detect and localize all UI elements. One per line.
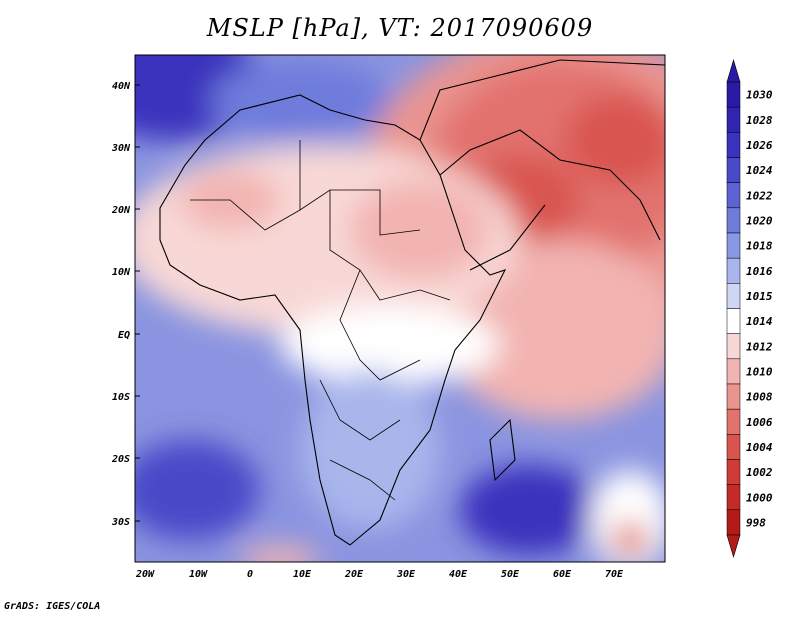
- lat-label: 10N: [112, 267, 131, 278]
- lon-label: 60E: [553, 569, 572, 580]
- colorbar-label: 1028: [746, 114, 773, 127]
- colorbar-label: 1000: [746, 491, 773, 504]
- colorbar-label: 1004: [746, 441, 773, 454]
- colorbar-swatch: [726, 283, 741, 309]
- credit-label: GrADS: IGES/COLA: [4, 601, 101, 612]
- colorbar-swatch: [726, 132, 741, 158]
- lat-label: 20N: [111, 205, 131, 216]
- colorbar-swatch: [726, 358, 741, 385]
- colorbar-swatch: [726, 509, 741, 536]
- colorbar: 1030 1028 1026 1024 1022 1020 1018 1016 1015 1014…: [726, 58, 773, 559]
- colorbar-label: 1006: [746, 416, 773, 429]
- map-title: MSLP [hPa], VT: 2017090609: [206, 14, 594, 42]
- colorbar-label: 1014: [746, 315, 773, 328]
- colorbar-swatch: [726, 257, 741, 284]
- coastlines: [159, 59, 665, 546]
- lon-label: 50E: [501, 569, 520, 580]
- colorbar-label: 1002: [746, 466, 773, 479]
- lon-label: 10E: [293, 569, 312, 580]
- colorbar-label: 1015: [746, 290, 773, 303]
- lat-label: 30N: [111, 143, 131, 154]
- lon-label: 10W: [189, 569, 208, 580]
- plot-frame: [134, 54, 666, 563]
- lon-label: 30E: [396, 569, 416, 580]
- colorbar-label: 1020: [746, 214, 773, 227]
- colorbar-label: 1026: [746, 139, 773, 152]
- colorbar-label: 1018: [746, 240, 773, 253]
- colorbar-label: 1022: [746, 189, 773, 202]
- colorbar-label: 1016: [746, 265, 773, 278]
- colorbar-swatch: [726, 81, 741, 108]
- lat-label: EQ: [118, 330, 130, 341]
- colorbar-swatch: [726, 408, 741, 435]
- colorbar-swatch: [726, 434, 741, 460]
- colorbar-label: 1024: [746, 164, 773, 177]
- colorbar-label: 1008: [746, 391, 773, 404]
- lon-label: 20W: [135, 569, 155, 580]
- lon-label: 70E: [605, 569, 624, 580]
- lon-label: 0: [247, 569, 253, 580]
- colorbar-swatch: [726, 106, 741, 133]
- colorbar-label: 1030: [746, 89, 773, 102]
- colorbar-swatch: [726, 459, 741, 485]
- colorbar-swatch: [726, 333, 741, 360]
- lat-label: 40N: [112, 81, 131, 92]
- colorbar-swatch: [726, 182, 741, 209]
- colorbar-swatch: [726, 232, 741, 259]
- colorbar-label: 998: [746, 516, 766, 529]
- colorbar-swatch: [726, 383, 741, 410]
- colorbar-label: 1012: [746, 340, 773, 353]
- lat-label: 30S: [111, 517, 130, 528]
- colorbar-swatch: [726, 308, 741, 334]
- colorbar-label: 1010: [746, 365, 773, 378]
- colorbar-swatch: [726, 207, 741, 234]
- lon-label: 20E: [344, 569, 364, 580]
- colorbar-swatch: [726, 157, 741, 183]
- lon-label: 40E: [449, 569, 468, 580]
- pressure-field: [135, 55, 665, 562]
- colorbar-top-arrow: [726, 58, 741, 83]
- lat-label: 20S: [111, 454, 130, 465]
- colorbar-swatch: [726, 484, 741, 511]
- lat-label: 10S: [112, 392, 130, 403]
- colorbar-bottom-arrow: [726, 534, 741, 559]
